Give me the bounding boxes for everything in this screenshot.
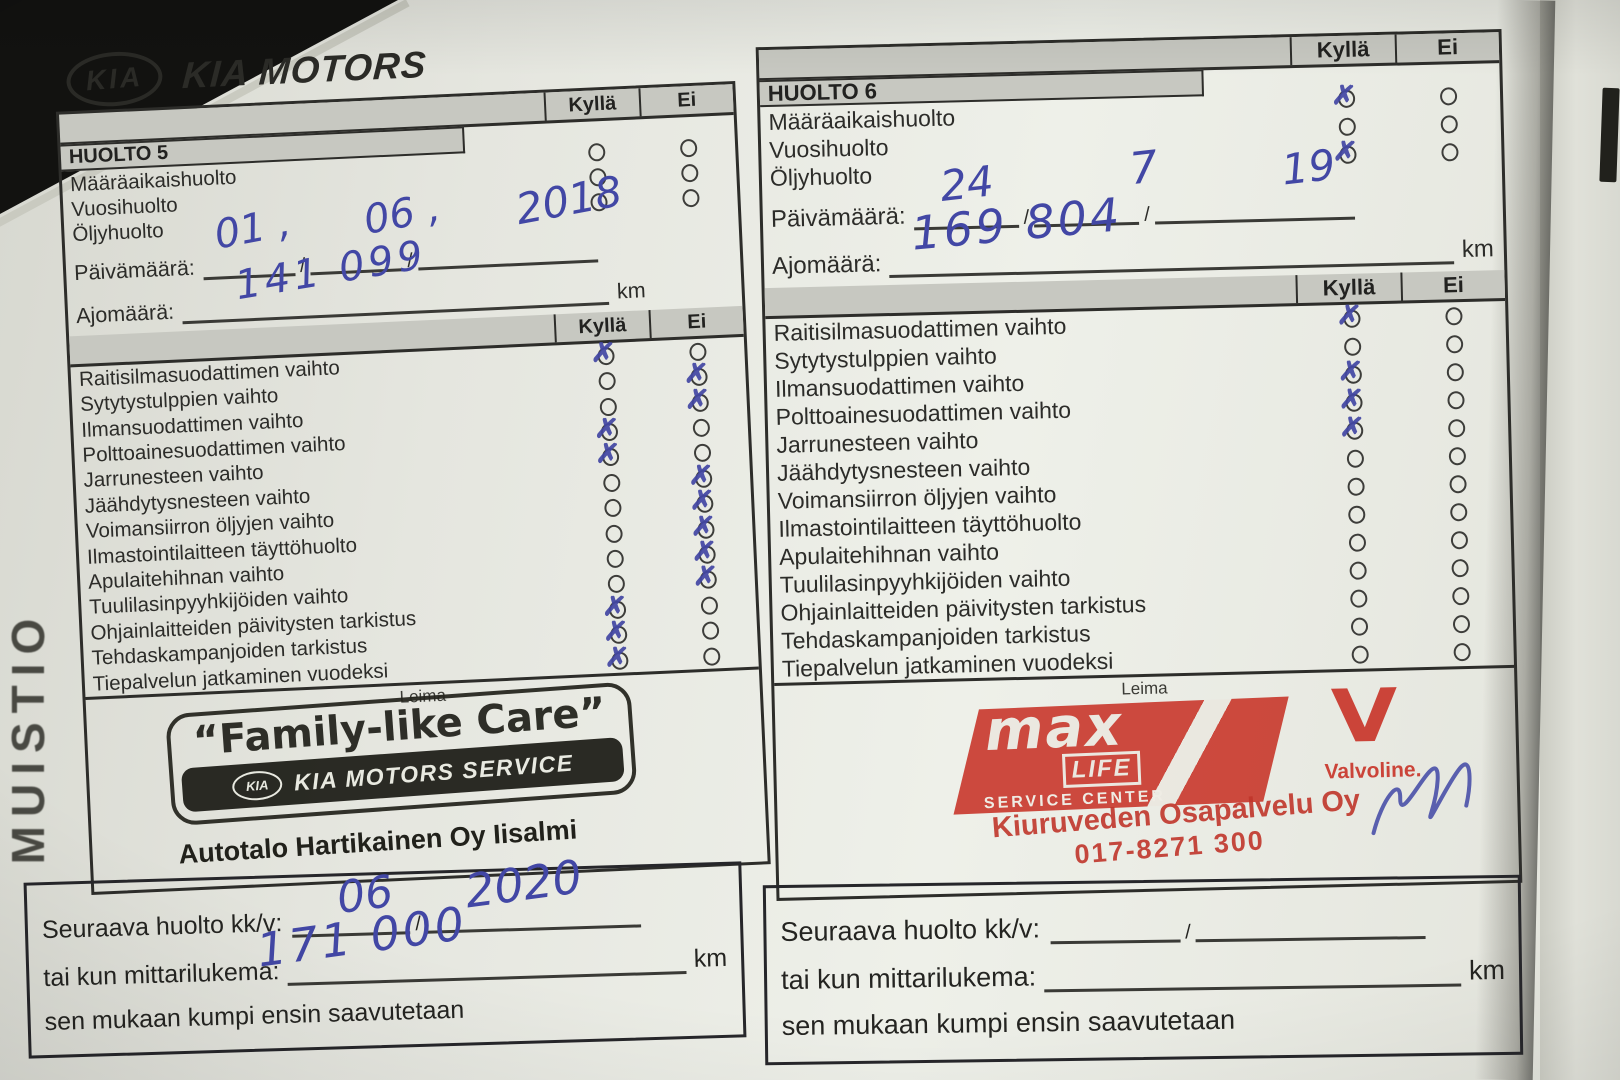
stamp-area: Leima max LIFE SERVICE CENTER V Valvolin… [774,664,1520,898]
kylla-mark [1348,533,1366,552]
ei-mark [1446,335,1464,354]
handwritten-month: 7 [1126,141,1161,196]
kylla-mark [1349,589,1368,608]
next-mileage-label: tai kun mittarilukema: [780,961,1037,996]
ei-mark [1453,614,1471,634]
km-unit: km [1461,235,1495,264]
kylla-mark [1347,477,1365,496]
ei-mark [699,570,718,590]
kylla-mark [1346,449,1364,468]
kylla-mark [1343,309,1361,328]
adjacent-page-mark [1599,87,1620,183]
ei-mark [703,646,721,666]
ei-mark [1453,642,1472,662]
ei-mark [1441,143,1459,162]
kylla-mark [606,549,624,569]
ei-header: Ei [1394,32,1500,63]
slash: / [1184,921,1191,944]
ei-mark [1447,391,1465,410]
mileage-label: Ajomäärä: [75,299,175,329]
slash: / [1143,203,1151,226]
ei-mark [1452,586,1470,606]
date-label: Päivämäärä: [770,202,906,233]
handwritten-year: 19 [1279,139,1338,195]
kylla-mark [587,142,606,162]
brand-name: KIA MOTORS [181,43,428,97]
service-record-box: Kyllä Ei HUOLTO 5 Määräaikaishuolto Vuosi… [55,80,771,896]
km-unit: km [616,278,647,304]
ei-mark [1448,419,1466,438]
kylla-mark [604,524,623,543]
service-record-box: Kyllä Ei HUOLTO 6 MääräaikaishuoltoVuosi… [755,29,1523,901]
ei-mark [701,621,720,641]
mileage-label: Ajomäärä: [771,250,882,280]
ei-mark [1451,558,1470,578]
km-unit: km [693,943,728,973]
kylla-mark [602,473,621,493]
ei-mark [1450,530,1469,550]
ei-mark [1450,502,1468,522]
kia-logo-icon: KIA [231,769,284,802]
ei-mark [700,596,719,615]
ei-mark [682,189,701,208]
ei-header: Ei [637,84,734,117]
kylla-mark [1339,145,1357,165]
service-checklist-table: Raitisilmasuodattimen vaihtoSytytystulpp… [765,301,1514,683]
ei-mark [1448,447,1467,466]
kia-logo-icon: KIA [64,48,165,110]
next-service-label: Seuraava huolto kk/v: [780,913,1041,948]
next-service-box: Seuraava huolto kk/v: / 06 2020 tai kun … [23,849,747,1059]
date-label: Päivämäärä: [73,255,196,286]
kylla-mark [598,371,616,391]
kylla-mark [1350,617,1368,636]
stamp-area: Leima “Family-like Care” KIA KIA MOTORS … [85,666,768,893]
kylla-mark [1351,645,1369,664]
kylla-mark [596,346,615,366]
kylla-mark [1343,337,1362,356]
kylla-mark [1344,365,1362,384]
ei-mark [692,418,711,438]
kylla-header: Kyllä [1289,34,1395,66]
date-year-line [1154,214,1355,225]
valvoline-v-icon: V [1330,673,1399,760]
kylla-mark [610,650,629,670]
maxlife-life-text: LIFE [1061,750,1142,788]
km-unit: km [1468,954,1506,986]
kylla-mark [1338,117,1356,137]
next-service-box: Seuraava huolto kk/v: / tai kun mittaril… [762,874,1524,1066]
kylla-mark [1337,89,1356,109]
date-year-line [418,257,599,271]
kylla-mark [1349,561,1367,580]
stamp-brand-text: KIA MOTORS SERVICE [293,749,575,796]
kylla-mark [1345,421,1364,440]
note-text: sen mukaan kumpi ensin saavutetaan [44,995,465,1037]
huolto-6-panel: Kyllä Ei HUOLTO 6 MääräaikaishuoltoVuosi… [755,29,1523,901]
service-checklist-table: Raitisilmasuodattimen vaihtoSytytystulpp… [70,337,758,697]
kylla-mark [1347,505,1366,524]
ei-mark [1445,307,1463,326]
ei-mark [681,163,699,183]
note-text: sen mukaan kumpi ensin saavutetaan [781,1004,1236,1042]
ei-mark [691,393,710,412]
ei-header: Ei [647,306,744,339]
huolto-5-panel: KIA KIA MOTORS Kyllä Ei HUOLTO 5 Määräai… [53,23,771,896]
ei-mark [1446,363,1465,382]
kylla-header: Kyllä [543,88,640,121]
kylla-mark [603,498,622,518]
note-row: sen mukaan kumpi ensin saavutetaan [777,986,1510,1042]
ei-header: Ei [1399,270,1506,301]
kylla-mark [1345,393,1363,412]
signature-squiggle [1371,762,1472,836]
ei-mark [1440,115,1459,134]
ei-mark [1440,87,1458,106]
ei-mark [1449,474,1468,494]
ei-mark [680,138,698,158]
kylla-mark [601,448,620,467]
